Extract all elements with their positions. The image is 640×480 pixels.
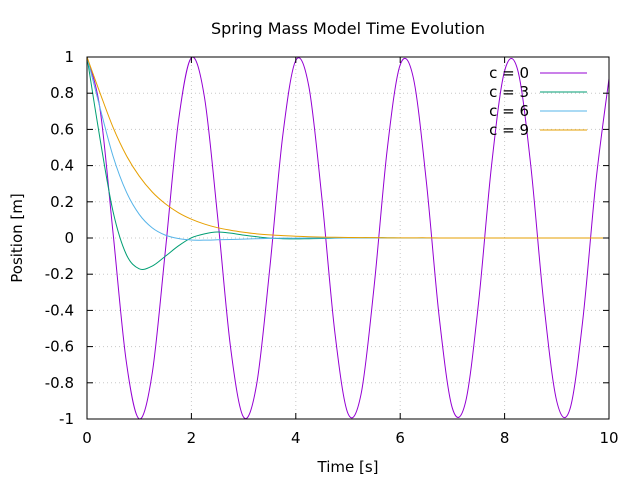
y-tick-label: -0.4	[45, 301, 74, 319]
legend-label: c = 9	[489, 121, 529, 139]
tick-marks	[86, 56, 610, 420]
series-line-3	[86, 56, 609, 239]
y-tick-label: 0.6	[50, 120, 74, 138]
x-tick-label: 4	[291, 429, 301, 447]
x-axis-tick-labels: 0 2 4 6 8 10	[82, 429, 618, 447]
y-tick-label: 0.8	[50, 84, 74, 102]
y-tick-label: 1	[64, 48, 74, 66]
y-tick-label: -0.2	[45, 265, 74, 283]
legend-label: c = 0	[489, 64, 529, 82]
x-tick-label: 2	[187, 429, 197, 447]
x-axis-label: Time [s]	[317, 458, 379, 476]
x-tick-label: 0	[82, 429, 92, 447]
y-axis-tick-labels: -1 -0.8 -0.6 -0.4 -0.2 0 0.2 0.4 0.6 0.8 1	[45, 48, 74, 428]
legend: c = 0c = 3c = 6c = 9	[489, 64, 587, 139]
chart-title: Spring Mass Model Time Evolution	[211, 19, 485, 38]
y-tick-label: -0.6	[45, 338, 74, 356]
y-tick-label: -0.8	[45, 374, 74, 392]
x-tick-label: 8	[500, 429, 510, 447]
y-tick-label: 0.2	[50, 193, 74, 211]
y-axis-label: Position [m]	[8, 193, 26, 283]
y-tick-label: -1	[59, 410, 74, 428]
legend-label: c = 3	[489, 83, 529, 101]
x-tick-label: 6	[395, 429, 405, 447]
y-tick-label: 0.4	[50, 157, 74, 175]
legend-label: c = 6	[489, 102, 529, 120]
x-tick-label: 10	[599, 429, 618, 447]
series-line-0	[86, 56, 610, 420]
series-lines	[86, 56, 610, 420]
y-tick-label: 0	[64, 229, 74, 247]
